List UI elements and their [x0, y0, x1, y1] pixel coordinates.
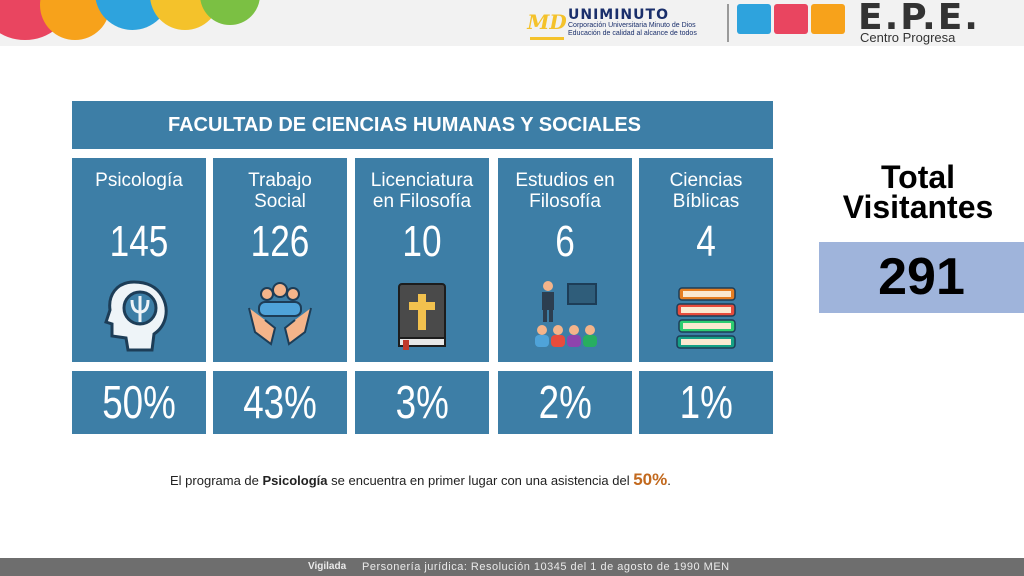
program-count: 6	[555, 217, 575, 266]
total-visitors-label: Total Visitantes	[842, 159, 994, 225]
program-name: Trabajo Social	[248, 170, 312, 212]
total-visitors-box: 291	[819, 242, 1024, 313]
uniminuto-logo: MD UNIMINUTO Corporación Universitaria M…	[527, 3, 697, 43]
note-program: Psicología	[262, 473, 328, 488]
building-icon	[811, 4, 845, 34]
checkmark-icon	[774, 4, 808, 34]
program-name: Psicología	[95, 170, 183, 191]
uniminuto-name: UNIMINUTO	[568, 7, 669, 23]
epe-logo-icons	[737, 4, 848, 34]
program-card-ciencias-biblicas: Ciencias Bíblicas 4	[639, 158, 773, 362]
footer-vigilada: Vigilada	[308, 561, 347, 572]
program-card-psicologia: Psicología 145	[72, 158, 206, 362]
faculty-title: FACULTAD DE CIENCIAS HUMANAS Y SOCIALES	[72, 101, 773, 149]
epe-subtitle: Centro Progresa	[860, 30, 956, 45]
books-stack-icon	[676, 287, 736, 349]
md-logo-mark: MD	[527, 7, 567, 40]
logo-divider	[727, 4, 729, 42]
program-percent: 1%	[639, 371, 773, 434]
program-count: 10	[402, 217, 442, 266]
summary-note: El programa de Psicología se encuentra e…	[170, 470, 671, 489]
epe-title: E.P.E.	[858, 0, 980, 38]
top-banner: MD UNIMINUTO Corporación Universitaria M…	[0, 0, 1024, 46]
psychology-head-icon	[104, 280, 168, 352]
lightbulb-icon	[737, 4, 771, 34]
program-count: 4	[696, 217, 716, 266]
bible-icon	[398, 283, 446, 350]
program-name: Estudios en Filosofía	[515, 170, 615, 212]
program-percent: 50%	[72, 371, 206, 434]
program-percent: 2%	[498, 371, 632, 434]
social-work-hands-icon	[248, 282, 312, 346]
decorative-blob	[200, 0, 260, 25]
footer-resolution: Personería jurídica: Resolución 10345 de…	[362, 561, 730, 573]
program-count: 145	[109, 217, 169, 266]
program-percent: 3%	[355, 371, 489, 434]
uniminuto-line1: Corporación Universitaria Minuto de Dios	[568, 22, 696, 29]
program-name: Ciencias Bíblicas	[669, 170, 743, 212]
program-percent: 43%	[213, 371, 347, 434]
program-card-estudios-filosofia: Estudios en Filosofía 6	[498, 158, 632, 362]
total-visitors-value: 291	[878, 248, 965, 306]
program-card-trabajo-social: Trabajo Social 126	[213, 158, 347, 362]
note-percent: 50%	[633, 470, 668, 489]
classroom-icon	[535, 281, 597, 347]
footer-bar: Vigilada Personería jurídica: Resolución…	[0, 558, 1024, 576]
program-card-licenciatura-filosofia: Licenciatura en Filosofía 10	[355, 158, 489, 362]
program-name: Licenciatura en Filosofía	[370, 170, 474, 212]
program-count: 126	[250, 217, 310, 266]
uniminuto-line2: Educación de calidad al alcance de todos	[568, 30, 697, 37]
